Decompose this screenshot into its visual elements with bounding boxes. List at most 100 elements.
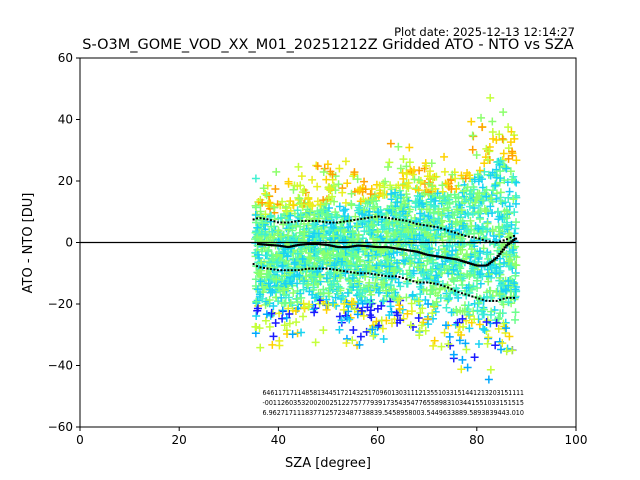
- scatter-point: [449, 277, 458, 286]
- scatter-point: [502, 324, 511, 333]
- upper-quantile-point: [377, 215, 380, 218]
- scatter-point: [336, 286, 345, 295]
- median-point: [463, 260, 467, 263]
- upper-quantile-point: [464, 234, 467, 237]
- scatter-point: [432, 297, 441, 306]
- median-point: [350, 245, 354, 248]
- lower-quantile-point: [492, 299, 495, 302]
- scatter-point: [480, 159, 489, 168]
- lower-quantile-point: [485, 299, 488, 302]
- upper-quantile-point: [429, 225, 432, 228]
- lower-quantile-point: [440, 284, 443, 287]
- scatter-point: [341, 269, 350, 278]
- upper-quantile-point: [405, 219, 408, 222]
- scatter-point: [422, 274, 431, 283]
- scatter-point: [487, 293, 496, 302]
- scatter-point: [413, 276, 422, 285]
- scatter-point: [365, 258, 374, 267]
- upper-quantile-point: [492, 240, 495, 243]
- scatter-point: [284, 231, 293, 240]
- scatter-point: [258, 218, 267, 227]
- scatter-point: [336, 231, 345, 240]
- lower-quantile-point: [325, 267, 328, 270]
- scatter-point: [396, 316, 405, 325]
- median-point: [465, 261, 469, 264]
- scatter-point: [326, 184, 335, 193]
- scatter-point: [253, 306, 262, 315]
- scatter-point: [394, 142, 403, 151]
- median-point: [458, 259, 462, 262]
- upper-quantile-point: [440, 227, 443, 230]
- scatter-point: [483, 219, 492, 228]
- scatter-point: [335, 164, 344, 173]
- lower-quantile-point: [304, 268, 307, 271]
- scatter-point: [488, 117, 497, 126]
- lower-quantile-point: [488, 299, 491, 302]
- scatter-point: [430, 336, 439, 345]
- scatter-point: [413, 191, 422, 200]
- scatter-point: [396, 282, 405, 291]
- scatter-point: [288, 330, 297, 339]
- lower-quantile-point: [443, 285, 446, 288]
- median-point: [368, 245, 372, 248]
- scatter-point: [440, 247, 449, 256]
- scatter-point: [252, 297, 261, 306]
- lower-quantile-series: [252, 263, 515, 302]
- scatter-point: [355, 289, 364, 298]
- scatter-point: [486, 310, 495, 319]
- scatter-point: [278, 306, 287, 315]
- scatter-point: [490, 264, 499, 273]
- median-point: [456, 258, 460, 261]
- scatter-point: [269, 203, 278, 212]
- median-point: [418, 251, 422, 254]
- scatter-point: [405, 143, 414, 152]
- median-point: [477, 264, 481, 267]
- lower-quantile-point: [315, 267, 318, 270]
- scatter-point: [347, 252, 356, 261]
- scatter-point: [358, 209, 367, 218]
- scatter-point: [482, 185, 491, 194]
- lower-quantile-point: [412, 280, 415, 283]
- lower-quantile-point: [308, 267, 311, 270]
- scatter-point: [323, 160, 332, 169]
- upper-quantile-point: [391, 217, 394, 220]
- upper-quantile-point: [485, 239, 488, 242]
- scatter-point: [458, 245, 467, 254]
- upper-quantile-point: [308, 219, 311, 222]
- scatter-point: [386, 302, 395, 311]
- scatter-point: [469, 182, 478, 191]
- scatter-point: [456, 306, 465, 315]
- scatter-point: [332, 252, 341, 261]
- scatter-point: [494, 222, 503, 231]
- median-point: [451, 257, 455, 260]
- scatter-point: [402, 162, 411, 171]
- scatter-point: [299, 279, 308, 288]
- upper-quantile-point: [363, 217, 366, 220]
- lower-quantile-point: [384, 275, 387, 278]
- lower-quantile-point: [353, 271, 356, 274]
- scatter-point: [329, 247, 338, 256]
- median-point: [274, 244, 278, 247]
- upper-quantile-point: [294, 220, 297, 223]
- upper-quantile-point: [356, 218, 359, 221]
- median-point: [352, 245, 356, 248]
- scatter-point: [369, 234, 378, 243]
- scatter-point: [462, 345, 471, 354]
- scatter-point: [378, 297, 387, 306]
- scatter-point: [341, 198, 350, 207]
- scatter-point: [500, 258, 509, 267]
- median-point: [305, 243, 309, 246]
- scatter-point: [274, 284, 283, 293]
- scatter-point: [410, 166, 419, 175]
- lower-quantile-point: [502, 297, 505, 300]
- scatter-point: [298, 188, 307, 197]
- scatter-point: [341, 157, 350, 166]
- lower-quantile-point: [436, 283, 439, 286]
- scatter-point: [367, 185, 376, 194]
- median-point: [333, 245, 337, 248]
- median-point: [279, 244, 283, 247]
- scatter-point: [348, 235, 357, 244]
- scatter-point: [478, 310, 487, 319]
- scatter-point: [445, 264, 454, 273]
- median-point: [500, 250, 504, 253]
